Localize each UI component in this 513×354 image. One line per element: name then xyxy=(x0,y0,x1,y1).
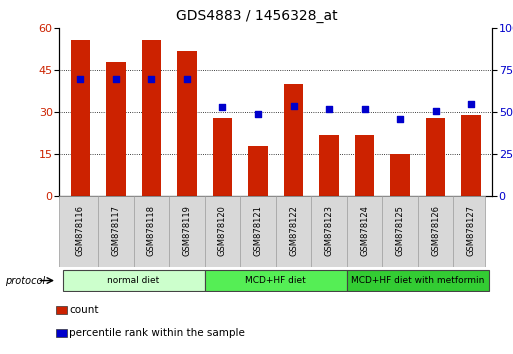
Bar xyxy=(71,40,90,196)
Point xyxy=(289,103,298,109)
Bar xyxy=(319,135,339,196)
Text: GSM878120: GSM878120 xyxy=(218,205,227,256)
FancyBboxPatch shape xyxy=(59,196,485,267)
Bar xyxy=(426,118,445,196)
FancyBboxPatch shape xyxy=(205,270,347,291)
Point xyxy=(325,106,333,112)
Text: GSM878118: GSM878118 xyxy=(147,205,156,256)
Text: GDS4883 / 1456328_at: GDS4883 / 1456328_at xyxy=(175,9,338,23)
Point xyxy=(147,76,155,82)
FancyBboxPatch shape xyxy=(63,270,205,291)
Bar xyxy=(461,115,481,196)
Text: percentile rank within the sample: percentile rank within the sample xyxy=(69,328,245,338)
Text: GSM878127: GSM878127 xyxy=(467,205,476,256)
Point xyxy=(254,111,262,117)
Text: GSM878119: GSM878119 xyxy=(183,205,191,256)
Text: GSM878117: GSM878117 xyxy=(111,205,121,256)
Text: protocol: protocol xyxy=(5,275,45,286)
Bar xyxy=(106,62,126,196)
Text: MCD+HF diet: MCD+HF diet xyxy=(245,275,306,285)
Bar xyxy=(390,154,410,196)
FancyBboxPatch shape xyxy=(347,270,489,291)
Text: count: count xyxy=(69,305,99,315)
Text: GSM878116: GSM878116 xyxy=(76,205,85,256)
Text: GSM878125: GSM878125 xyxy=(396,205,405,256)
Bar xyxy=(355,135,374,196)
Point xyxy=(112,76,120,82)
Bar xyxy=(177,51,196,196)
Point xyxy=(76,76,85,82)
Point xyxy=(431,108,440,114)
Point xyxy=(361,106,369,112)
Text: GSM878122: GSM878122 xyxy=(289,205,298,256)
Point xyxy=(219,104,227,110)
Bar xyxy=(142,40,161,196)
Text: GSM878124: GSM878124 xyxy=(360,205,369,256)
Point xyxy=(183,76,191,82)
Text: GSM878126: GSM878126 xyxy=(431,205,440,256)
Bar xyxy=(284,84,303,196)
Text: GSM878123: GSM878123 xyxy=(325,205,333,256)
Bar xyxy=(213,118,232,196)
Bar xyxy=(248,146,268,196)
Text: MCD+HF diet with metformin: MCD+HF diet with metformin xyxy=(351,275,485,285)
Point xyxy=(467,101,475,107)
Text: normal diet: normal diet xyxy=(108,275,160,285)
Point xyxy=(396,116,404,122)
Text: GSM878121: GSM878121 xyxy=(253,205,263,256)
